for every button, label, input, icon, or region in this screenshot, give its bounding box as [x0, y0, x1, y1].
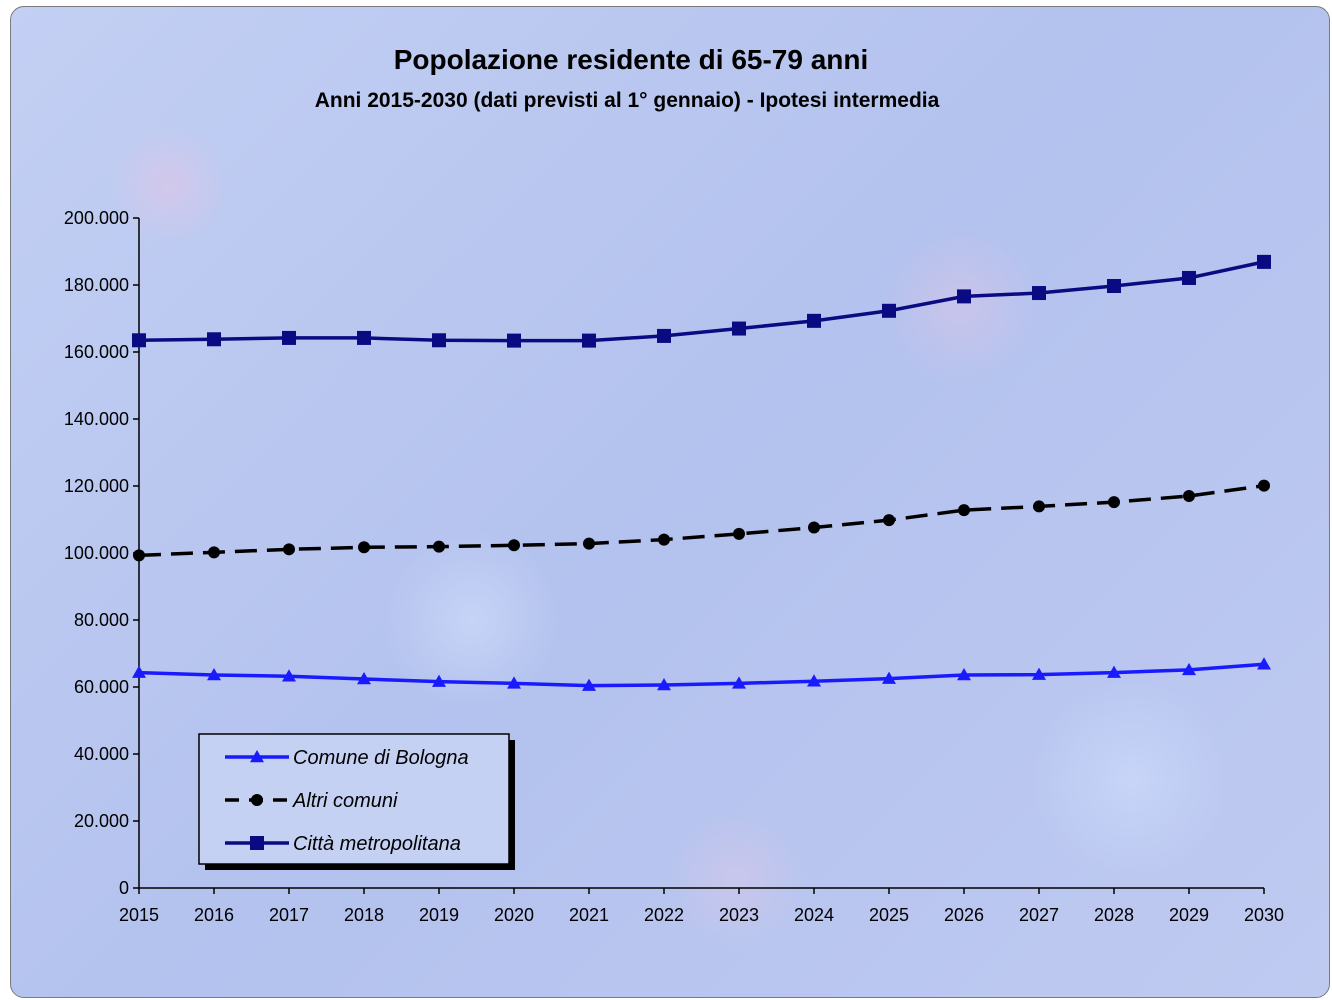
data-point — [732, 321, 746, 336]
legend-marker — [250, 750, 264, 763]
x-tick-label: 2030 — [1244, 905, 1284, 925]
series-1 — [133, 479, 1270, 562]
data-point — [283, 543, 295, 556]
data-point — [1182, 270, 1196, 285]
data-point — [1033, 500, 1045, 513]
legend-label: Comune di Bologna — [293, 747, 469, 769]
y-tick-label: 40.000 — [74, 744, 129, 764]
line-chart: Popolazione residente di 65-79 anni Anni… — [64, 44, 1284, 925]
data-point — [657, 328, 671, 343]
data-point — [358, 541, 370, 554]
data-point — [582, 678, 596, 691]
data-point — [282, 669, 296, 682]
x-tick-label: 2023 — [719, 905, 759, 925]
data-point — [132, 333, 146, 348]
y-tick-label: 140.000 — [64, 409, 129, 429]
y-tick-label: 120.000 — [64, 476, 129, 496]
data-point — [733, 527, 745, 540]
x-tick-label: 2015 — [119, 905, 159, 925]
data-point — [1182, 662, 1196, 676]
data-point — [132, 665, 146, 678]
legend-marker — [251, 794, 263, 806]
x-tick-label: 2019 — [419, 905, 459, 925]
data-point — [432, 333, 446, 348]
data-point — [507, 333, 521, 348]
data-point — [1108, 496, 1120, 509]
legend-label: Altri comuni — [292, 790, 398, 812]
data-point — [357, 330, 371, 345]
data-point — [507, 676, 521, 689]
legend: Comune di Bologna Altri comuni Città metro… — [198, 733, 515, 870]
data-point — [583, 537, 595, 550]
data-point — [1107, 665, 1121, 678]
axes: 0 20.000 40.000 60.000 80.000 100.000 120.000 1… — [64, 208, 1284, 925]
data-point — [282, 330, 296, 345]
y-tick-label: 160.000 — [64, 342, 129, 362]
data-point — [508, 539, 520, 552]
y-tick-label: 80.000 — [74, 610, 129, 630]
series-0 — [132, 657, 1271, 691]
y-tick-label: 200.000 — [64, 208, 129, 228]
data-point — [808, 521, 820, 534]
legend-marker — [250, 836, 264, 850]
legend-label: Città metropolitana — [293, 833, 461, 855]
x-tick-label: 2022 — [644, 905, 684, 925]
data-point — [207, 332, 221, 347]
y-tick-label: 0 — [119, 878, 129, 898]
x-tick-label: 2028 — [1094, 905, 1134, 925]
data-point — [433, 540, 445, 553]
x-tick-label: 2017 — [269, 905, 309, 925]
data-point — [1257, 657, 1271, 670]
series-line — [138, 260, 1265, 343]
x-tick-label: 2029 — [1169, 905, 1209, 925]
data-point — [1032, 667, 1046, 680]
x-tick-label: 2016 — [194, 905, 234, 925]
data-point — [732, 676, 746, 689]
data-point — [882, 303, 896, 318]
y-tick-label: 60.000 — [74, 677, 129, 697]
data-point — [958, 504, 970, 517]
x-tick-label: 2027 — [1019, 905, 1059, 925]
data-point — [1032, 286, 1046, 301]
data-point — [807, 313, 821, 328]
x-tick-label: 2025 — [869, 905, 909, 925]
series-line — [138, 662, 1265, 688]
chart-frame: Popolazione residente di 65-79 anni Anni… — [10, 6, 1330, 998]
series-2 — [132, 254, 1271, 348]
x-tick-label: 2018 — [344, 905, 384, 925]
series-line — [138, 483, 1265, 558]
data-point — [1258, 479, 1270, 492]
plot-area — [132, 254, 1271, 691]
data-point — [208, 546, 220, 559]
data-point — [883, 514, 895, 527]
y-tick-label: 100.000 — [64, 543, 129, 563]
data-point — [882, 671, 896, 684]
data-point — [657, 677, 671, 691]
data-point — [432, 674, 446, 687]
data-point — [1107, 279, 1121, 294]
data-point — [357, 671, 371, 685]
x-tick-label: 2026 — [944, 905, 984, 925]
y-tick-label: 20.000 — [74, 811, 129, 831]
data-point — [658, 533, 670, 546]
data-point — [957, 667, 971, 681]
x-tick-label: 2021 — [569, 905, 609, 925]
data-point — [207, 667, 221, 681]
chart-subtitle: Anni 2015-2030 (dati previsti al 1° genn… — [315, 89, 940, 112]
data-point — [807, 674, 821, 687]
data-point — [133, 549, 145, 562]
y-tick-label: 180.000 — [64, 275, 129, 295]
data-point — [957, 289, 971, 304]
x-tick-label: 2020 — [494, 905, 534, 925]
data-point — [1183, 490, 1195, 503]
data-point — [1257, 254, 1271, 269]
data-point — [582, 333, 596, 348]
chart-title: Popolazione residente di 65-79 anni — [394, 44, 869, 75]
x-tick-label: 2024 — [794, 905, 834, 925]
